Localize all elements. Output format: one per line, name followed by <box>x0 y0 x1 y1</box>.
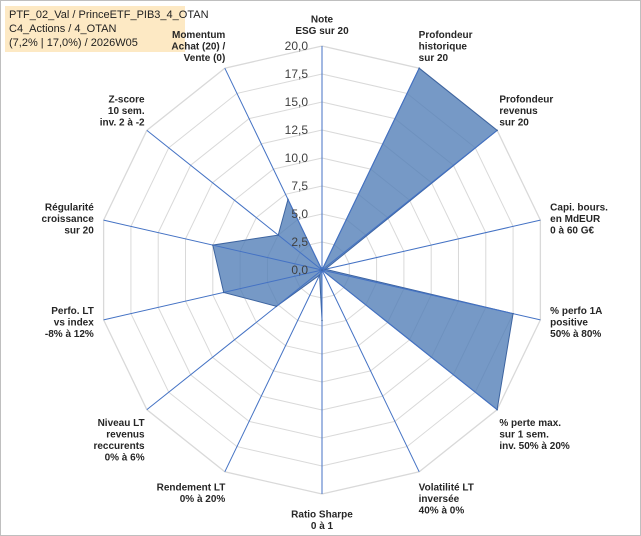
data-point <box>222 291 225 294</box>
r-tick-label: 20,0 <box>285 39 309 53</box>
axis-spoke <box>321 269 420 473</box>
axis-label: % perte max. sur 1 sem. inv. 50% à 20% <box>499 418 570 452</box>
axis-label: Régularité croissance sur 20 <box>42 203 95 237</box>
axis-spoke <box>103 269 323 321</box>
axis-label: Capi. bours. en MdEUR 0 à 60 G€ <box>550 203 608 237</box>
axis-label: Momentum Achat (20) / Vente (0) <box>171 30 225 64</box>
r-tick-label: 0,0 <box>291 263 308 277</box>
axis-label: Niveau LT revenus reccurents 0% à 6% <box>93 418 145 464</box>
axis-label: % perfo 1A positive 50% à 80% <box>550 306 602 340</box>
r-tick-label: 5,0 <box>291 207 308 221</box>
data-point <box>275 305 278 308</box>
axis-spoke <box>321 129 498 271</box>
r-tick-label: 15,0 <box>285 95 309 109</box>
axis-spoke <box>321 269 498 411</box>
axis-spoke <box>321 67 420 271</box>
data-point <box>512 312 514 315</box>
data-point <box>277 234 280 236</box>
axis-label: Note ESG sur 20 <box>295 15 349 38</box>
data-point <box>287 198 289 201</box>
axis-spoke <box>146 269 323 411</box>
data-point <box>318 274 321 276</box>
legend-line-3: (7,2% | 17,0%) / 2026W05 <box>9 37 138 49</box>
data-point <box>324 268 327 271</box>
legend-line-1: PTF_02_Val / PrinceETF_PIB3_4_OTAN <box>9 9 209 21</box>
data-point <box>321 319 323 322</box>
data-point <box>212 244 214 246</box>
axis-label: Z-score 10 sem. inv. 2 à -2 <box>100 94 145 128</box>
axis-spoke <box>224 67 323 271</box>
axis-label: Volatilité LT inversée 40% à 0% <box>419 483 474 517</box>
data-point <box>496 408 498 411</box>
r-tick-label: 10,0 <box>285 151 309 165</box>
axis-label: Rendement LT 0% à 20% <box>157 483 226 506</box>
axis-label: Perfo. LT vs index -8% à 12% <box>45 306 94 340</box>
r-tick-label: 2,5 <box>291 235 308 249</box>
r-tick-label: 7,5 <box>291 179 308 193</box>
axis-spoke <box>146 129 323 271</box>
axis-label: Ratio Sharpe 0 à 1 <box>291 510 353 533</box>
axis-label: Profondeur historique sur 20 <box>419 30 473 64</box>
data-point <box>496 129 498 132</box>
axis-spoke <box>224 269 323 473</box>
data-point <box>321 269 323 271</box>
portfolio-legend-box: PTF_02_Val / PrinceETF_PIB3_4_OTAN C4_Ac… <box>5 6 209 52</box>
axis-spoke <box>321 269 541 321</box>
axis-spoke <box>321 219 541 271</box>
legend-line-2: C4_Actions / 4_OTAN <box>9 23 117 35</box>
r-tick-label: 17,5 <box>285 67 309 81</box>
axis-label: Profondeur revenus sur 20 <box>499 94 553 128</box>
data-point <box>418 67 420 69</box>
r-tick-label: 12,5 <box>285 123 309 137</box>
